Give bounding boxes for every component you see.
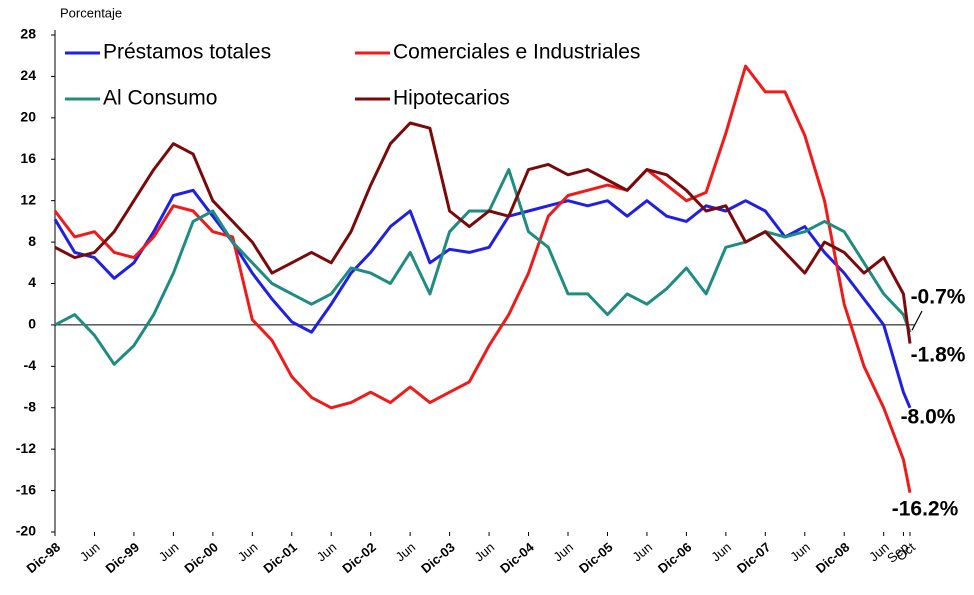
legend-label: Préstamos totales — [103, 41, 271, 64]
y-tick-label: -4 — [24, 357, 37, 373]
label-arrow — [911, 310, 923, 331]
end-label: -8.0% — [901, 406, 956, 429]
end-label: -1.8% — [911, 344, 966, 367]
end-label: -16.2% — [892, 498, 959, 521]
y-axis-label: Porcentaje — [60, 5, 122, 20]
y-tick-label: 12 — [20, 191, 36, 207]
x-tick-label: Jun — [472, 539, 498, 564]
x-tick-label: Jun — [629, 539, 655, 564]
y-tick-label: 28 — [20, 26, 36, 42]
x-tick-label: Jun — [787, 539, 813, 564]
y-tick-label: -8 — [24, 398, 37, 414]
x-tick-label: Jun — [708, 539, 734, 564]
legend-label: Al Consumo — [103, 87, 217, 110]
y-tick-label: 0 — [28, 316, 36, 332]
x-tick-label: Dic-03 — [418, 539, 458, 576]
x-tick-label: Dic-04 — [497, 539, 537, 576]
series-line — [53, 188, 912, 409]
x-tick-label: Dic-02 — [339, 539, 379, 576]
x-tick-label: Dic-08 — [813, 539, 853, 576]
x-tick-label: Dic-01 — [260, 539, 300, 576]
legend-label: Hipotecarios — [393, 87, 510, 110]
series-line — [54, 168, 912, 366]
series-line — [54, 121, 912, 344]
x-tick-label: Dic-98 — [24, 539, 64, 576]
y-tick-label: -16 — [16, 481, 36, 497]
y-tick-label: 4 — [28, 274, 36, 290]
x-tick-label: Dic-05 — [576, 539, 616, 576]
x-tick-label: Dic-99 — [103, 539, 143, 576]
x-tick-label: Dic-00 — [181, 539, 221, 576]
y-tick-label: -12 — [16, 440, 36, 456]
x-tick-label: Jun — [314, 539, 340, 564]
x-tick-label: Jun — [550, 539, 576, 564]
y-tick-label: -20 — [16, 523, 36, 539]
x-tick-label: Jun — [77, 539, 103, 564]
x-tick-label: Jun — [235, 539, 261, 564]
y-tick-label: 24 — [20, 67, 36, 83]
series-line — [53, 64, 912, 493]
x-tick-label: Dic-07 — [734, 539, 774, 576]
y-tick-label: 16 — [20, 150, 36, 166]
end-label: -0.7% — [911, 286, 966, 309]
x-tick-label: Dic-06 — [655, 539, 695, 576]
legend-label: Comerciales e Industriales — [393, 41, 640, 64]
x-tick-label: Jun — [393, 539, 419, 564]
y-tick-label: 20 — [20, 109, 36, 125]
x-tick-label: Jun — [156, 539, 182, 564]
y-tick-label: 8 — [28, 233, 36, 249]
